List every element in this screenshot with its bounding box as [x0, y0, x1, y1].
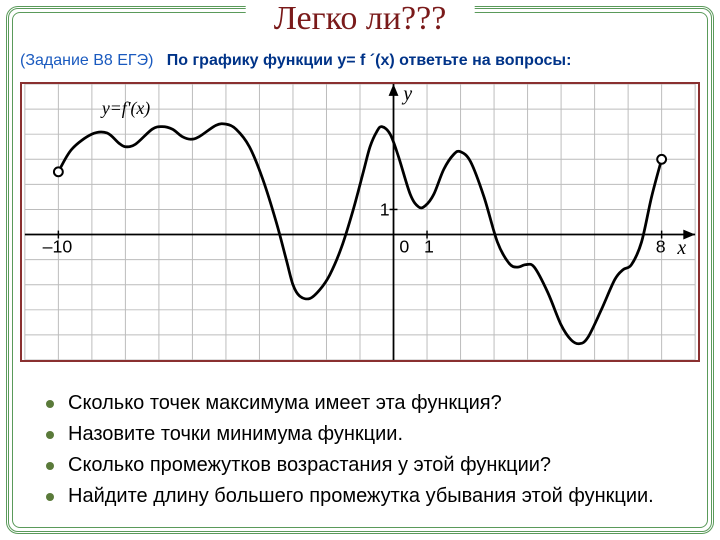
svg-text:x: x: [676, 237, 686, 259]
question-item: Назовите точки минимума функции.: [46, 419, 700, 450]
svg-text:0: 0: [399, 236, 409, 256]
task-reference: (Задание В8 ЕГЭ): [20, 52, 153, 69]
svg-text:y=f'(x): y=f'(x): [100, 98, 150, 118]
svg-text:–10: –10: [43, 236, 73, 256]
svg-text:1: 1: [424, 236, 434, 256]
chart-container: 01 1 –10 8x y y=f'(x): [20, 82, 700, 362]
svg-text:y: y: [401, 84, 412, 105]
question-item: Найдите длину большего промежутка убыван…: [46, 481, 700, 512]
task-text: По графику функции у= f ´(x) ответьте на…: [167, 52, 572, 69]
questions-list: Сколько точек максимума имеет эта функци…: [46, 388, 700, 512]
question-item: Сколько точек максимума имеет эта функци…: [46, 388, 700, 419]
page-title: Легко ли???: [274, 0, 447, 38]
chart-svg: 01 1 –10 8x y y=f'(x): [22, 84, 698, 360]
svg-text:8: 8: [656, 236, 666, 256]
subtitle: (Задание В8 ЕГЭ) По графику функции у= f…: [20, 52, 700, 70]
svg-text:1: 1: [380, 199, 390, 219]
question-item: Сколько промежутков возрастания у этой ф…: [46, 450, 700, 481]
title-banner: Легко ли???: [246, 0, 475, 38]
